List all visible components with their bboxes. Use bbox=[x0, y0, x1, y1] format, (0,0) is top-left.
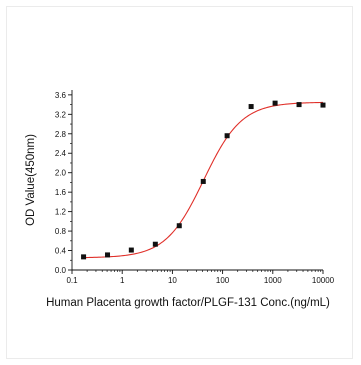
y-tick-label: 0.8 bbox=[55, 227, 67, 236]
data-point bbox=[248, 104, 254, 110]
data-points bbox=[81, 100, 326, 260]
y-tick-label: 2.4 bbox=[55, 149, 67, 158]
x-ticks: 0.1 1 10 100 1000 10000 bbox=[66, 270, 335, 285]
data-point bbox=[320, 102, 326, 108]
x-tick-label: 10 bbox=[168, 276, 177, 285]
data-point bbox=[296, 102, 302, 108]
data-point bbox=[224, 133, 230, 139]
data-point bbox=[81, 254, 87, 260]
y-axis-label: OD Value(450nm) bbox=[25, 134, 37, 226]
y-tick-label: 3.6 bbox=[55, 91, 67, 100]
data-point bbox=[128, 247, 134, 253]
data-point bbox=[176, 223, 182, 229]
y-tick-label: 0.4 bbox=[55, 247, 67, 256]
y-tick-label: 1.2 bbox=[55, 208, 67, 217]
x-tick-label: 100 bbox=[216, 276, 230, 285]
y-ticks: 0.0 0.4 0.8 1.2 1.6 2.0 2.4 2.8 3.2 3.6 bbox=[55, 91, 72, 275]
x-tick-label: 1 bbox=[120, 276, 125, 285]
plot-area bbox=[71, 90, 323, 271]
figure-frame bbox=[6, 6, 353, 359]
y-tick-label: 1.6 bbox=[55, 188, 67, 197]
data-point bbox=[105, 252, 111, 258]
data-point bbox=[200, 178, 206, 184]
y-tick-label: 2.0 bbox=[55, 169, 67, 178]
x-tick-label: 10000 bbox=[312, 276, 335, 285]
y-tick-label: 0.0 bbox=[55, 266, 67, 275]
data-point bbox=[152, 241, 158, 247]
y-tick-label: 3.2 bbox=[55, 110, 67, 119]
data-point bbox=[272, 100, 278, 106]
x-axis-label: Human Placenta growth factor/PLGF-131 Co… bbox=[46, 297, 330, 309]
y-tick-label: 2.8 bbox=[55, 130, 67, 139]
x-tick-label: 1000 bbox=[264, 276, 282, 285]
x-tick-label: 0.1 bbox=[66, 276, 78, 285]
